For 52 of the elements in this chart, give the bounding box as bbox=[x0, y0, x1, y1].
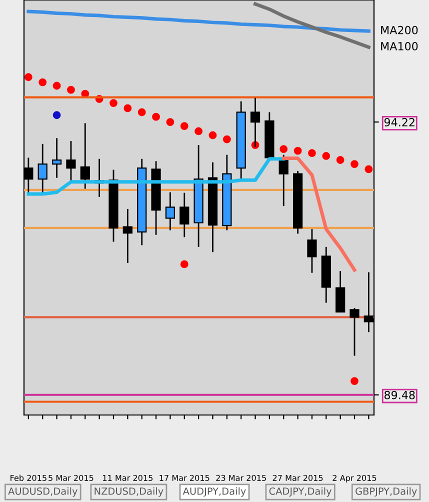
candlestick bbox=[180, 192, 190, 238]
point bbox=[294, 146, 302, 155]
point bbox=[364, 165, 373, 174]
series-label: MA200 bbox=[381, 26, 418, 34]
point bbox=[180, 260, 188, 268]
y-tick-label: 94.22 bbox=[384, 118, 414, 126]
point bbox=[52, 82, 61, 90]
point bbox=[222, 135, 231, 144]
point bbox=[152, 112, 160, 121]
point bbox=[52, 111, 61, 120]
point bbox=[24, 73, 32, 82]
point bbox=[194, 127, 203, 136]
point bbox=[350, 377, 358, 385]
x-tick-label: 23 Mar 2015 bbox=[216, 474, 266, 481]
text: NZDUSD,Daily bbox=[94, 487, 164, 497]
point bbox=[124, 104, 132, 112]
point bbox=[67, 86, 75, 94]
candlestick bbox=[122, 208, 132, 264]
point bbox=[322, 152, 330, 160]
line-series bbox=[26, 157, 286, 196]
line-series bbox=[254, 2, 370, 49]
candlestick bbox=[52, 137, 62, 179]
x-tick-label: Feb 2015 bbox=[10, 474, 46, 481]
point bbox=[280, 145, 288, 154]
candlestick bbox=[80, 122, 90, 190]
point bbox=[38, 78, 47, 86]
candlestick bbox=[250, 97, 260, 148]
line-series bbox=[26, 10, 370, 33]
point bbox=[308, 149, 316, 158]
point bbox=[180, 122, 188, 130]
candlestick bbox=[66, 140, 76, 183]
point bbox=[138, 108, 146, 116]
line-series bbox=[282, 156, 356, 272]
point bbox=[350, 160, 358, 168]
point bbox=[208, 131, 217, 140]
text: CADJPY,Daily bbox=[269, 487, 332, 497]
point bbox=[166, 118, 174, 126]
x-tick-label: 11 Mar 2015 bbox=[103, 474, 153, 481]
point bbox=[336, 156, 344, 164]
series-label: MA100 bbox=[381, 42, 418, 50]
candlestick bbox=[350, 307, 360, 356]
point bbox=[110, 99, 118, 107]
x-tick-label: 2 Apr 2015 bbox=[332, 474, 376, 483]
x-tick-label: 27 Mar 2015 bbox=[272, 474, 323, 481]
candlestick bbox=[165, 192, 176, 231]
text: AUDUSD,Daily bbox=[8, 487, 78, 497]
candlestick bbox=[307, 228, 317, 274]
x-tick-label: 17 Mar 2015 bbox=[160, 474, 210, 481]
text: GBPJPY,Daily bbox=[356, 487, 417, 497]
text: AUDJPY,Daily bbox=[182, 487, 246, 497]
x-tick-label: 5 Mar 2015 bbox=[48, 474, 94, 481]
y-tick-label: 89.48 bbox=[384, 390, 415, 400]
